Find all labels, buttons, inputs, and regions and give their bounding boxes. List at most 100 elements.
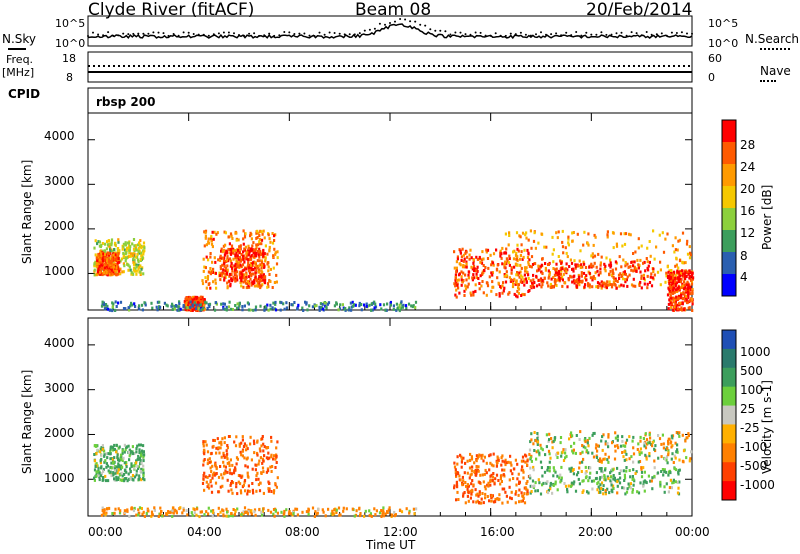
power-cell	[676, 248, 679, 252]
power-cell	[220, 247, 223, 251]
velocity-cell	[408, 511, 411, 515]
velocity-cell	[142, 477, 145, 480]
power-cell	[212, 237, 215, 241]
cpid-value: rbsp 200	[96, 95, 156, 109]
velocity-cell	[109, 465, 112, 469]
velocity-cell	[579, 430, 582, 434]
velocity-cell	[650, 479, 653, 483]
power-cell	[668, 274, 671, 278]
velocity-cell	[533, 431, 536, 434]
nsearch-point	[389, 22, 391, 24]
velocity-cell	[260, 513, 264, 517]
power-cell	[525, 236, 528, 240]
velocity-cell	[615, 479, 618, 483]
velocity-cell	[643, 441, 646, 445]
velocity-cell	[678, 468, 681, 472]
velocity-cell	[628, 469, 631, 472]
power-cell	[264, 244, 267, 248]
power-cell	[461, 247, 464, 251]
power-cell	[231, 269, 234, 273]
velocity-cell	[566, 487, 569, 491]
power-cell	[243, 235, 247, 239]
power-colorbar-swatch	[722, 164, 736, 187]
power-cell	[196, 307, 199, 311]
power-cell	[674, 264, 677, 268]
velocity-cell	[676, 448, 679, 452]
power-cell	[104, 250, 107, 254]
power-cell	[136, 243, 140, 247]
velocity-cell	[227, 514, 230, 518]
velocity-cell	[240, 453, 243, 457]
nave-tick-high: 60	[708, 52, 722, 65]
velocity-cell	[595, 443, 598, 447]
power-cell	[205, 301, 208, 305]
power-cell	[485, 250, 488, 254]
power-cell	[263, 265, 266, 269]
velocity-cell	[482, 501, 485, 505]
velocity-cell	[305, 510, 308, 514]
velocity-cell	[100, 513, 103, 517]
power-cell	[306, 308, 309, 312]
power-cell	[140, 246, 143, 250]
power-cell	[123, 264, 126, 268]
power-cell	[229, 251, 232, 255]
power-cell	[251, 268, 254, 272]
power-cell	[113, 272, 116, 276]
power-cell	[683, 292, 686, 296]
power-cell	[269, 240, 272, 244]
velocity-cell	[624, 441, 627, 445]
power-cell	[689, 292, 692, 296]
velocity-cell	[111, 457, 114, 461]
nsearch-point	[469, 33, 472, 36]
power-cell	[482, 269, 486, 272]
velocity-cell	[214, 461, 217, 465]
power-cell	[644, 269, 647, 273]
power-cell	[456, 283, 459, 287]
velocity-cell	[217, 475, 221, 479]
power-cell	[210, 239, 213, 243]
power-cell	[569, 258, 572, 262]
velocity-cell	[230, 472, 233, 476]
power-cell	[464, 287, 468, 291]
velocity-cell	[210, 490, 214, 494]
velocity-cell	[261, 461, 264, 465]
power-cell	[521, 231, 525, 235]
power-cell	[519, 254, 522, 257]
nsearch-point	[504, 34, 507, 37]
power-cell	[253, 284, 256, 288]
power-cell	[335, 302, 338, 306]
nsearch-point	[363, 29, 366, 32]
velocity-cell	[493, 482, 496, 486]
power-cell	[502, 289, 505, 293]
power-cell	[204, 231, 207, 235]
velocity-cell	[486, 483, 489, 487]
velocity-cell	[553, 438, 556, 442]
nsearch-point	[449, 33, 452, 36]
power-cell	[479, 274, 482, 278]
power-cell	[510, 278, 513, 282]
velocity-cell	[632, 468, 635, 472]
velocity-cell	[111, 448, 114, 452]
velocity-cell	[130, 464, 133, 468]
velocity-cell	[225, 514, 228, 518]
velocity-cell	[459, 478, 462, 482]
power-cell	[389, 303, 392, 307]
velocity-cell	[109, 447, 112, 451]
power-cell	[258, 283, 261, 287]
power-cell	[622, 258, 625, 262]
power-cell	[572, 269, 575, 273]
power-cell	[178, 302, 181, 306]
power-cell	[223, 302, 226, 306]
power-cell	[104, 262, 107, 266]
power-cell	[206, 274, 210, 278]
power-cell	[593, 254, 597, 258]
power-colorbar-swatch	[722, 186, 736, 209]
power-cell	[643, 282, 646, 286]
velocity-cell	[226, 510, 229, 514]
velocity-cell	[235, 482, 238, 485]
nsearch-point	[212, 33, 215, 36]
power-cell	[132, 262, 136, 266]
nsearch-point	[373, 27, 376, 30]
power-cell	[477, 277, 480, 280]
power-cell	[211, 230, 214, 234]
